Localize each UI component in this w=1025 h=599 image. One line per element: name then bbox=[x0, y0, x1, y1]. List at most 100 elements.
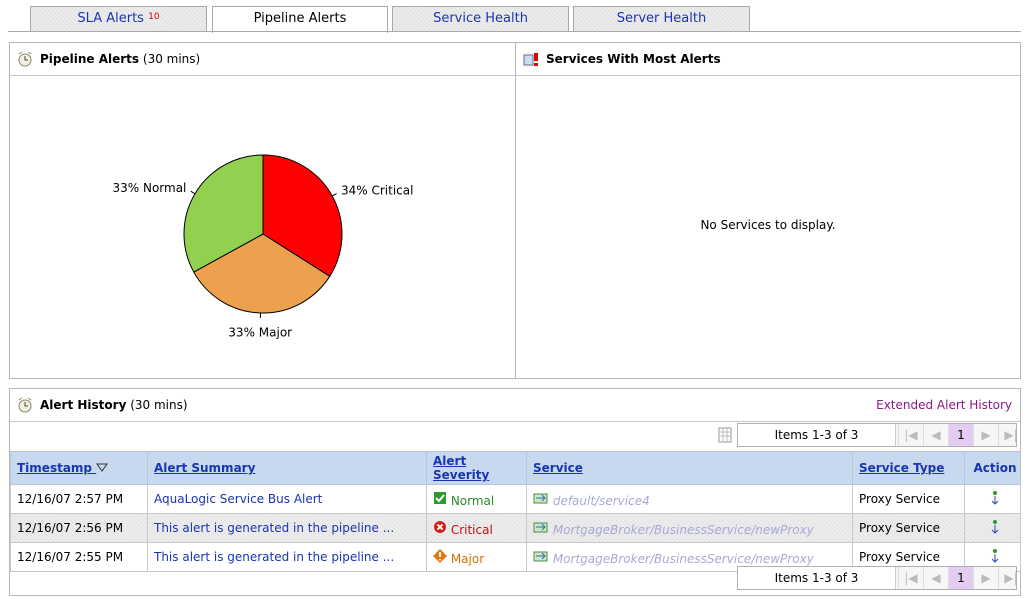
service[interactable]: MortgageBroker/BusinessService/newProxy bbox=[552, 551, 814, 566]
service-type: Proxy Service bbox=[859, 521, 941, 535]
service-type: Proxy Service bbox=[859, 492, 941, 506]
panel-title: Alert History bbox=[40, 398, 127, 412]
column-header[interactable]: Action bbox=[964, 451, 1021, 485]
services-panel: Services With Most Alerts No Services to… bbox=[515, 42, 1021, 379]
extended-history-link[interactable]: Extended Alert History bbox=[876, 398, 1012, 412]
column-title[interactable]: Service bbox=[533, 461, 583, 475]
pie-slice bbox=[183, 154, 264, 273]
column-title[interactable]: Alert Summary bbox=[154, 461, 256, 475]
tab-badge: 10 bbox=[148, 12, 160, 22]
tab[interactable]: Pipeline Alerts bbox=[212, 6, 388, 33]
next-page[interactable]: ▶ bbox=[973, 567, 998, 589]
alert-row: 12/16/07 2:56 PM This alert is generated … bbox=[10, 513, 1021, 543]
service-icon bbox=[533, 493, 548, 503]
cell: Normal bbox=[426, 484, 527, 514]
severity-icon bbox=[433, 548, 447, 563]
clock-icon bbox=[18, 397, 32, 413]
column-title[interactable]: Timestamp bbox=[17, 461, 93, 475]
service-type: Proxy Service bbox=[859, 550, 941, 564]
tab-label[interactable]: Service Health bbox=[433, 11, 528, 26]
tab[interactable]: Server Health bbox=[573, 6, 750, 32]
column-title[interactable]: Alert Severity bbox=[433, 454, 490, 482]
pager-items: Items 1-3 of 3 bbox=[738, 424, 896, 446]
alert-history-panel: Alert History (30 mins) Extended Alert H… bbox=[9, 388, 1021, 596]
severity-icon bbox=[434, 491, 446, 504]
alert-summary[interactable]: AquaLogic Service Bus Alert bbox=[154, 492, 323, 506]
action-icon[interactable] bbox=[991, 490, 999, 506]
column-title[interactable]: Service Type bbox=[859, 461, 945, 475]
cell: This alert is generated in the pipeline … bbox=[147, 542, 427, 572]
tab-label[interactable]: Pipeline Alerts bbox=[253, 11, 347, 26]
column-title[interactable]: Action bbox=[973, 461, 1017, 475]
tab-label[interactable]: Server Health bbox=[616, 11, 707, 26]
service-icon bbox=[533, 522, 548, 532]
column-header[interactable]: Timestamp bbox=[10, 451, 148, 485]
tab[interactable]: Service Health bbox=[392, 6, 569, 32]
sort-icon[interactable] bbox=[96, 463, 109, 472]
clock-icon bbox=[18, 51, 32, 67]
slice-label: 33% Major bbox=[228, 325, 292, 339]
action-icon[interactable] bbox=[991, 548, 999, 564]
last-page[interactable]: ▶| bbox=[998, 424, 1023, 446]
cell: Proxy Service bbox=[852, 484, 965, 514]
column-header[interactable]: Service bbox=[526, 451, 853, 485]
page-number[interactable]: 1 bbox=[948, 424, 973, 446]
severity-icon bbox=[434, 520, 446, 533]
panel-period: (30 mins) bbox=[142, 52, 201, 66]
cell: Proxy Service bbox=[852, 513, 965, 543]
slice-label: 33% Normal bbox=[112, 181, 186, 195]
panel-header: Pipeline Alerts (30 mins) bbox=[10, 43, 515, 76]
prev-page[interactable]: ◀ bbox=[923, 424, 948, 446]
first-page[interactable]: |◀ bbox=[898, 567, 923, 589]
alert-table: Timestamp Alert Summary Alert Severity Ser… bbox=[10, 451, 1021, 572]
next-page[interactable]: ▶ bbox=[973, 424, 998, 446]
first-page[interactable]: |◀ bbox=[898, 424, 923, 446]
cell: Critical bbox=[426, 513, 527, 543]
panel-header: Services With Most Alerts bbox=[516, 43, 1020, 76]
timestamp: 12/16/07 2:57 PM bbox=[17, 492, 124, 506]
label-tick bbox=[331, 193, 337, 197]
alert-summary[interactable]: This alert is generated in the pipeline … bbox=[154, 550, 395, 564]
export-icon[interactable] bbox=[718, 427, 732, 443]
empty-message: No Services to display. bbox=[700, 218, 836, 232]
tab[interactable]: SLA Alerts 10 bbox=[30, 6, 207, 32]
severity: Critical bbox=[450, 522, 493, 537]
panel-title: Services With Most Alerts bbox=[546, 52, 721, 66]
pie-chart: 34% Critical 33% Major 33% Normal bbox=[112, 154, 413, 339]
header-row: Timestamp Alert Summary Alert Severity Ser… bbox=[10, 451, 1021, 485]
cell bbox=[964, 484, 1021, 514]
page-number[interactable]: 1 bbox=[948, 567, 973, 589]
label-tick bbox=[190, 190, 196, 195]
alert-row: 12/16/07 2:57 PM AquaLogic Service Bus Al… bbox=[10, 484, 1021, 514]
table-body: 12/16/07 2:57 PM AquaLogic Service Bus Al… bbox=[10, 484, 1021, 572]
tab-label[interactable]: SLA Alerts bbox=[77, 11, 144, 26]
cell: MortgageBroker/BusinessService/newProxy bbox=[526, 513, 853, 543]
service[interactable]: MortgageBroker/BusinessService/newProxy bbox=[552, 522, 814, 537]
pipeline-panel: Pipeline Alerts (30 mins) 34% Critical 33… bbox=[9, 42, 516, 379]
service[interactable]: default/service4 bbox=[552, 493, 650, 508]
pager-items: Items 1-3 of 3 bbox=[738, 567, 896, 589]
severity: Major bbox=[450, 551, 485, 566]
cell: 12/16/07 2:56 PM bbox=[10, 513, 148, 543]
prev-page[interactable]: ◀ bbox=[923, 567, 948, 589]
last-page[interactable]: ▶| bbox=[998, 567, 1023, 589]
tab-rule bbox=[8, 31, 1021, 32]
alert-summary[interactable]: This alert is generated in the pipeline … bbox=[154, 521, 395, 535]
slice-label: 34% Critical bbox=[341, 184, 413, 198]
action-icon[interactable] bbox=[991, 519, 999, 535]
cell: default/service4 bbox=[526, 484, 853, 514]
panel-title: Pipeline Alerts bbox=[40, 52, 140, 66]
timestamp: 12/16/07 2:55 PM bbox=[17, 550, 124, 564]
cell: 12/16/07 2:55 PM bbox=[10, 542, 148, 572]
column-header[interactable]: Service Type bbox=[852, 451, 965, 485]
cell: 12/16/07 2:57 PM bbox=[10, 484, 148, 514]
services-icon bbox=[523, 53, 538, 66]
column-header[interactable]: Alert Summary bbox=[147, 451, 427, 485]
cell: Major bbox=[426, 542, 527, 572]
column-header[interactable]: Alert Severity bbox=[426, 451, 527, 485]
pager: Items 1-3 of 3 |◀ ◀ 1 ▶ ▶| bbox=[737, 423, 1018, 447]
cell: AquaLogic Service Bus Alert bbox=[147, 484, 427, 514]
panel-period: (30 mins) bbox=[130, 398, 188, 412]
